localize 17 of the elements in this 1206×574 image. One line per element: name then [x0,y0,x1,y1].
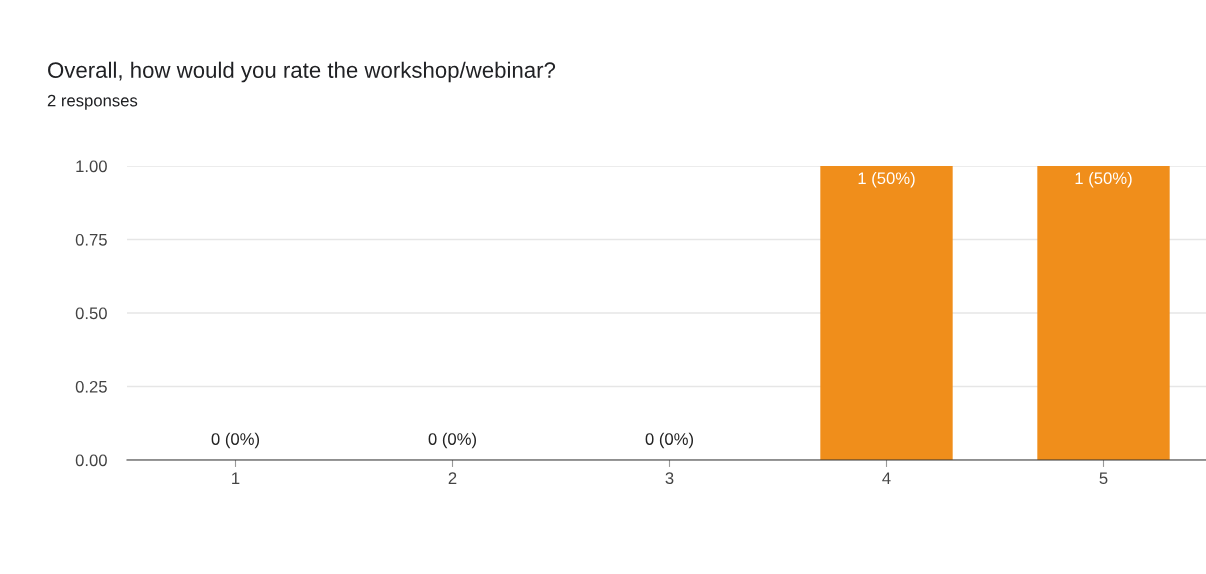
y-tick-label: 0.50 [75,307,107,320]
data-label: 1 (50%) [858,171,915,188]
x-tick-label: 3 [665,472,674,485]
chart-subtitle: 2 responses [47,94,138,110]
y-tick-label: 1.00 [76,160,107,173]
data-label: 0 (0%) [645,432,694,449]
y-tick-label: 0.25 [75,380,107,393]
chart-title: Overall, how would you rate the workshop/webinar? [48,61,556,83]
x-tick-label: 4 [882,472,891,484]
y-tick-label: 0.75 [75,233,107,246]
y-tick-label: 0.00 [75,454,107,467]
data-label: 0 (0%) [211,432,260,449]
x-tick-label: 5 [1099,472,1108,485]
x-tick-label: 2 [448,472,457,484]
data-label: 1 (50%) [1075,171,1132,188]
x-tick-label: 1 [232,472,240,484]
data-label: 0 (0%) [428,432,477,449]
